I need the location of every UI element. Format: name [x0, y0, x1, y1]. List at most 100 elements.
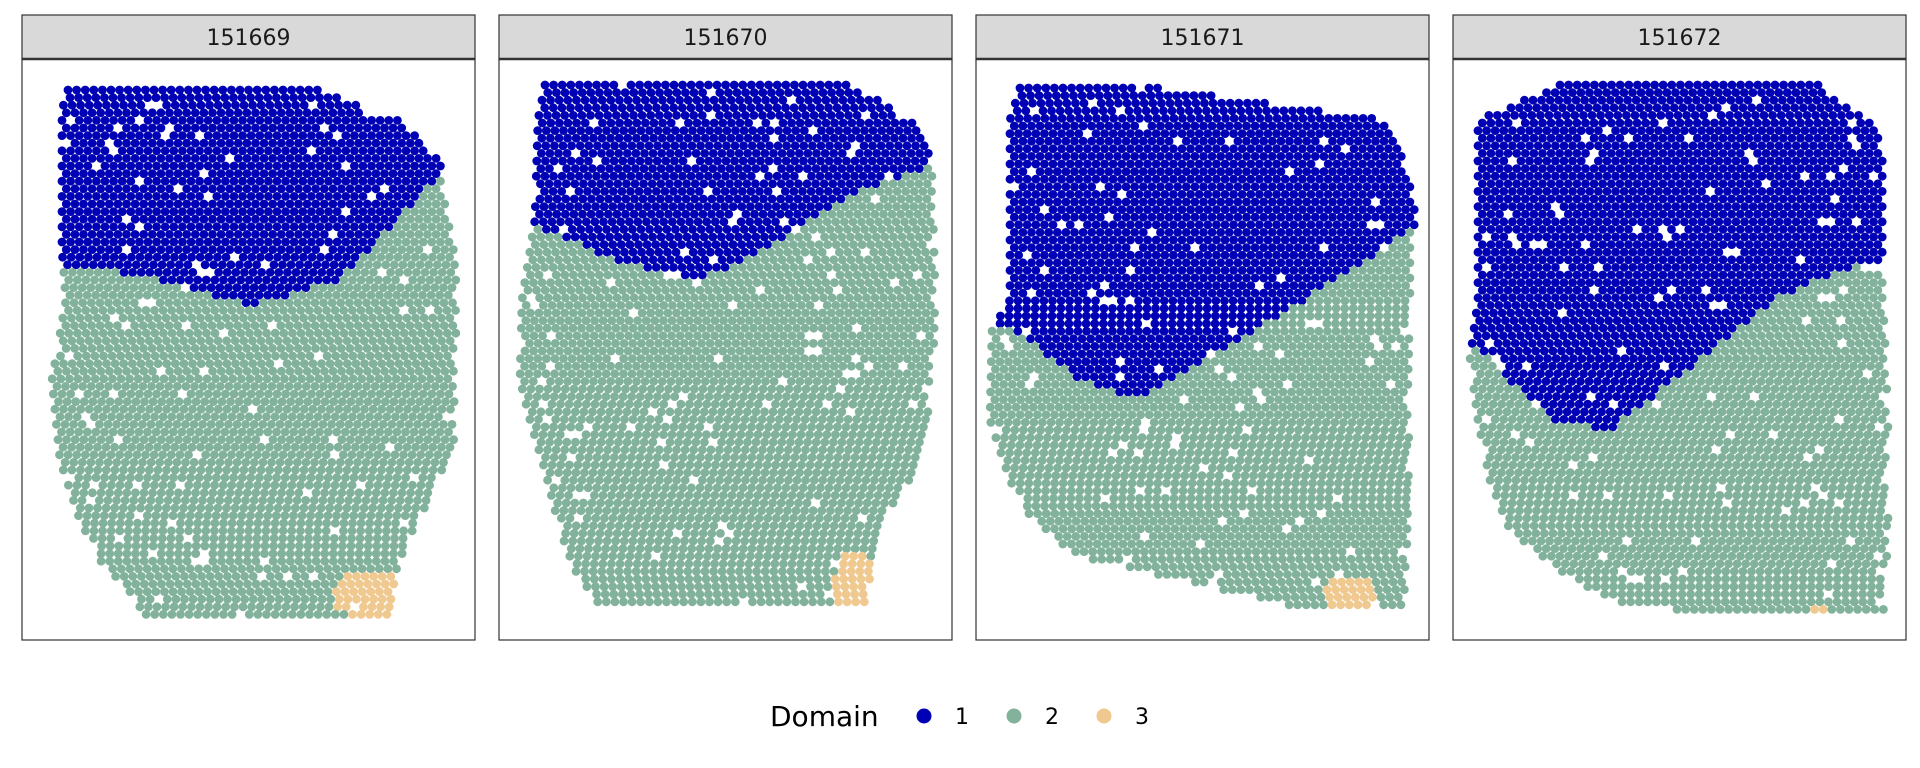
spot-domain-2 — [743, 361, 753, 371]
spot-domain-2 — [548, 263, 558, 272]
spot-domain-1 — [237, 93, 247, 102]
spot-domain-2 — [170, 404, 180, 414]
spot-domain-2 — [280, 587, 290, 596]
spot-domain-2 — [390, 306, 400, 315]
spot-domain-1 — [242, 245, 252, 255]
spot-domain-1 — [595, 209, 605, 219]
spot-domain-2 — [416, 480, 426, 490]
spot-domain-2 — [339, 351, 349, 361]
spot-domain-1 — [606, 118, 616, 128]
spot-domain-1 — [618, 141, 628, 151]
spot-domain-1 — [651, 187, 661, 196]
spot-domain-2 — [783, 415, 793, 424]
spot-domain-2 — [247, 602, 256, 612]
spot-domain-1 — [259, 123, 269, 133]
spot-domain-1 — [774, 126, 783, 135]
spot-domain-2 — [572, 331, 582, 341]
spot-domain-2 — [437, 404, 447, 414]
spot-domain-1 — [535, 209, 544, 219]
spot-domain-1 — [766, 111, 776, 120]
spot-domain-2 — [256, 359, 266, 368]
spot-domain-2 — [150, 328, 160, 338]
spot-domain-2 — [684, 331, 694, 341]
spot-domain-1 — [135, 237, 144, 247]
spot-domain-2 — [344, 496, 354, 505]
spot-domain-2 — [590, 399, 600, 409]
spot-domain-2 — [231, 594, 241, 604]
spot-domain-1 — [679, 126, 689, 135]
spot-domain-1 — [620, 88, 630, 97]
spot-domain-2 — [135, 389, 144, 399]
spot-domain-2 — [592, 285, 602, 295]
spot-domain-1 — [229, 131, 239, 141]
spot-domain-2 — [320, 556, 330, 566]
spot-domain-1 — [113, 138, 123, 148]
spot-domain-2 — [374, 351, 384, 361]
spot-domain-2 — [265, 442, 274, 452]
spot-domain-2 — [394, 503, 403, 513]
spot-domain-2 — [175, 534, 184, 543]
spot-domain-1 — [305, 275, 314, 285]
spot-domain-2 — [166, 534, 176, 543]
spot-domain-1 — [533, 126, 543, 135]
spot-domain-2 — [343, 268, 352, 277]
spot-domain-2 — [737, 263, 747, 272]
spot-domain-2 — [156, 321, 165, 330]
spot-domain-1 — [813, 118, 822, 128]
spot-domain-1 — [582, 202, 592, 212]
spot-domain-1 — [824, 80, 834, 90]
spot-domain-2 — [131, 488, 140, 498]
spot-domain-2 — [400, 511, 410, 520]
spot-domain-2 — [199, 321, 208, 330]
spot-domain-2 — [100, 389, 110, 399]
spot-domain-2 — [377, 404, 387, 414]
spot-domain-2 — [54, 397, 63, 406]
spot-domain-2 — [222, 503, 231, 513]
spot-domain-2 — [413, 420, 422, 429]
spot-domain-2 — [436, 313, 446, 323]
spot-domain-2 — [821, 361, 830, 371]
spot-domain-2 — [357, 374, 367, 384]
spot-domain-2 — [354, 488, 364, 498]
spot-domain-1 — [113, 214, 123, 224]
spot-domain-2 — [638, 384, 648, 394]
spot-domain-2 — [645, 339, 655, 348]
spot-domain-2 — [748, 354, 758, 363]
spot-domain-2 — [745, 301, 755, 310]
spot-domain-2 — [903, 354, 912, 363]
spot-domain-2 — [357, 290, 367, 300]
spot-domain-1 — [606, 133, 615, 143]
spot-domain-1 — [183, 260, 193, 270]
spot-domain-1 — [371, 199, 381, 209]
spot-domain-2 — [872, 377, 882, 386]
spot-domain-2 — [551, 270, 561, 280]
spot-domain-2 — [334, 465, 343, 475]
spot-domain-1 — [574, 187, 584, 196]
spot-domain-2 — [264, 389, 273, 399]
spot-domain-2 — [844, 209, 854, 219]
spot-domain-2 — [179, 404, 189, 414]
spot-domain-1 — [199, 138, 209, 148]
spot-domain-1 — [110, 100, 120, 110]
spot-domain-2 — [296, 480, 305, 490]
spot-domain-1 — [694, 187, 704, 196]
spot-domain-1 — [337, 123, 346, 133]
spot-domain-2 — [311, 549, 321, 558]
spot-domain-2 — [426, 374, 435, 384]
spot-domain-2 — [144, 336, 154, 346]
spot-domain-2 — [403, 359, 412, 368]
spot-domain-2 — [525, 323, 535, 333]
spot-domain-1 — [792, 111, 802, 120]
spot-domain-2 — [882, 316, 892, 325]
spot-domain-2 — [927, 171, 937, 181]
spot-domain-2 — [447, 420, 457, 429]
spot-domain-2 — [241, 382, 251, 391]
spot-domain-2 — [201, 518, 211, 528]
spot-domain-2 — [860, 354, 869, 363]
spot-domain-1 — [548, 103, 558, 113]
spot-domain-1 — [761, 95, 770, 105]
spot-domain-2 — [909, 202, 919, 212]
spot-domain-2 — [226, 534, 236, 543]
spot-domain-2 — [754, 301, 763, 310]
spot-domain-2 — [411, 336, 421, 346]
